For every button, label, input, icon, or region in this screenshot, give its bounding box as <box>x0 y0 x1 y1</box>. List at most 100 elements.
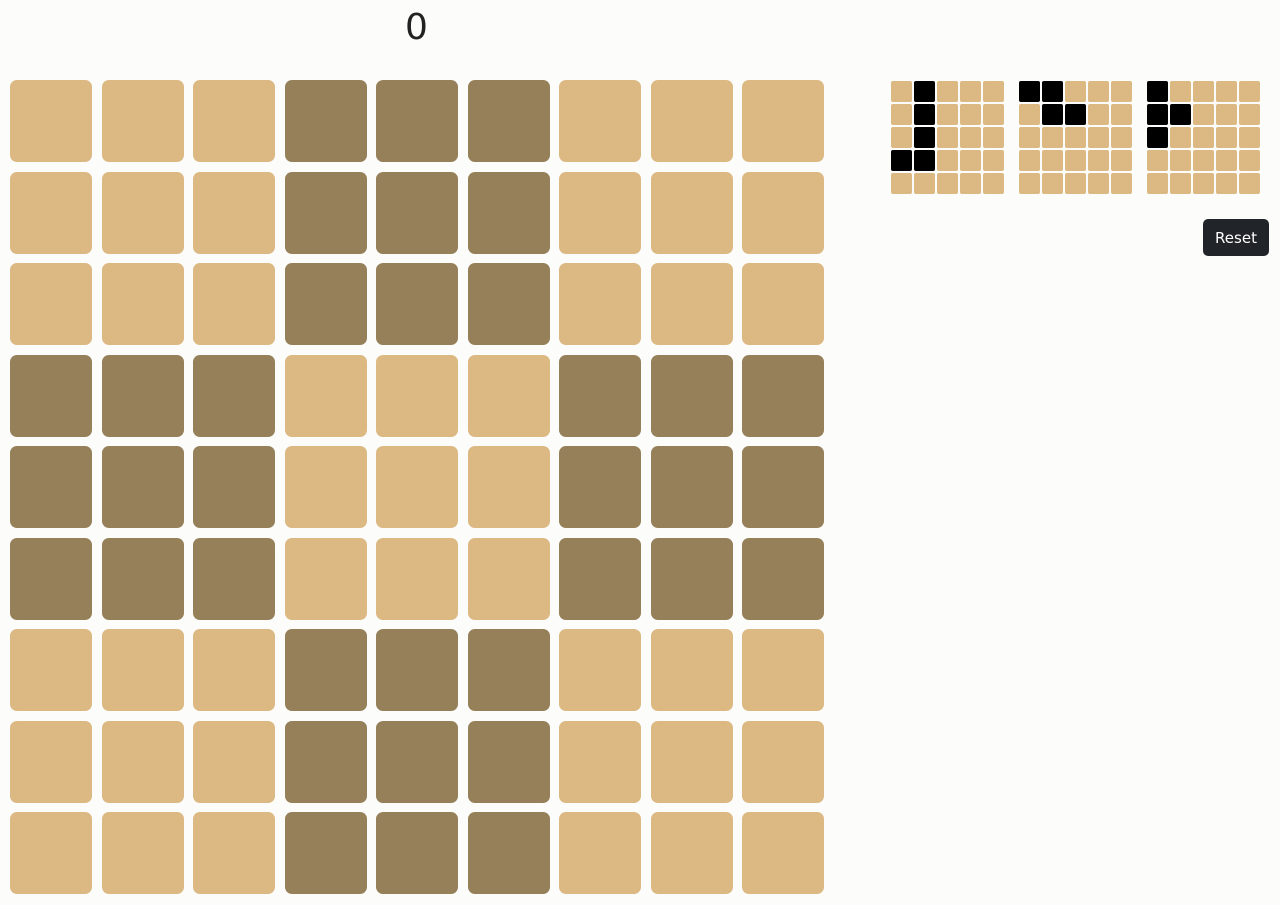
board-cell[interactable] <box>651 721 733 803</box>
board-cell[interactable] <box>559 538 641 620</box>
piece-cell <box>983 127 1004 148</box>
board-cell[interactable] <box>193 80 275 162</box>
game-board[interactable] <box>10 80 824 894</box>
board-cell[interactable] <box>10 721 92 803</box>
board-cell[interactable] <box>285 629 367 711</box>
board-cell[interactable] <box>742 172 824 254</box>
board-cell[interactable] <box>742 263 824 345</box>
piece-cell <box>937 173 958 194</box>
board-cell[interactable] <box>285 812 367 894</box>
board-cell[interactable] <box>285 446 367 528</box>
board-cell[interactable] <box>559 355 641 437</box>
board-cell[interactable] <box>742 355 824 437</box>
board-cell[interactable] <box>559 263 641 345</box>
board-cell[interactable] <box>102 629 184 711</box>
board-cell[interactable] <box>468 446 550 528</box>
board-cell[interactable] <box>102 446 184 528</box>
piece-tray <box>891 81 1263 196</box>
board-cell[interactable] <box>468 629 550 711</box>
board-cell[interactable] <box>376 355 458 437</box>
board-cell[interactable] <box>651 629 733 711</box>
board-cell[interactable] <box>742 629 824 711</box>
board-cell[interactable] <box>559 629 641 711</box>
board-cell[interactable] <box>651 446 733 528</box>
board-cell[interactable] <box>193 721 275 803</box>
board-cell[interactable] <box>193 355 275 437</box>
board-cell[interactable] <box>10 80 92 162</box>
piece-cell <box>1216 127 1237 148</box>
piece-cell <box>1193 150 1214 171</box>
piece-cell <box>960 127 981 148</box>
board-cell[interactable] <box>285 80 367 162</box>
board-cell[interactable] <box>651 538 733 620</box>
board-cell[interactable] <box>468 538 550 620</box>
board-cell[interactable] <box>468 263 550 345</box>
piece-j-shape[interactable] <box>891 81 1006 196</box>
board-cell[interactable] <box>376 263 458 345</box>
board-cell[interactable] <box>559 80 641 162</box>
board-cell[interactable] <box>376 538 458 620</box>
board-cell[interactable] <box>468 812 550 894</box>
board-cell[interactable] <box>376 172 458 254</box>
board-cell[interactable] <box>468 172 550 254</box>
board-cell[interactable] <box>193 538 275 620</box>
piece-cell <box>1193 127 1214 148</box>
board-cell[interactable] <box>468 721 550 803</box>
board-cell[interactable] <box>742 812 824 894</box>
board-cell[interactable] <box>559 446 641 528</box>
board-cell[interactable] <box>102 355 184 437</box>
piece-z-shape[interactable] <box>1019 81 1134 196</box>
board-cell[interactable] <box>742 721 824 803</box>
board-cell[interactable] <box>376 812 458 894</box>
board-cell[interactable] <box>10 812 92 894</box>
piece-t-shape[interactable] <box>1147 81 1262 196</box>
board-cell[interactable] <box>193 446 275 528</box>
board-cell[interactable] <box>742 538 824 620</box>
board-cell[interactable] <box>651 80 733 162</box>
board-cell[interactable] <box>742 80 824 162</box>
board-cell[interactable] <box>376 629 458 711</box>
board-cell[interactable] <box>651 263 733 345</box>
board-cell[interactable] <box>651 355 733 437</box>
board-cell[interactable] <box>285 721 367 803</box>
board-cell[interactable] <box>559 172 641 254</box>
board-cell[interactable] <box>10 263 92 345</box>
piece-cell <box>1019 104 1040 125</box>
board-cell[interactable] <box>559 812 641 894</box>
board-cell[interactable] <box>559 721 641 803</box>
board-cell[interactable] <box>468 355 550 437</box>
board-cell[interactable] <box>468 80 550 162</box>
board-cell[interactable] <box>102 80 184 162</box>
board-cell[interactable] <box>376 721 458 803</box>
board-cell[interactable] <box>376 446 458 528</box>
board-cell[interactable] <box>285 263 367 345</box>
piece-cell <box>1147 104 1168 125</box>
board-cell[interactable] <box>651 172 733 254</box>
board-cell[interactable] <box>193 812 275 894</box>
board-cell[interactable] <box>10 629 92 711</box>
board-cell[interactable] <box>193 629 275 711</box>
board-cell[interactable] <box>376 80 458 162</box>
piece-cell <box>914 104 935 125</box>
board-cell[interactable] <box>102 172 184 254</box>
board-cell[interactable] <box>102 263 184 345</box>
board-cell[interactable] <box>193 263 275 345</box>
board-cell[interactable] <box>742 446 824 528</box>
board-cell[interactable] <box>10 446 92 528</box>
board-cell[interactable] <box>10 355 92 437</box>
board-cell[interactable] <box>102 812 184 894</box>
board-cell[interactable] <box>285 172 367 254</box>
board-cell[interactable] <box>193 172 275 254</box>
board-cell[interactable] <box>651 812 733 894</box>
board-cell[interactable] <box>10 172 92 254</box>
board-cell[interactable] <box>102 538 184 620</box>
board-cell[interactable] <box>102 721 184 803</box>
piece-cell <box>1111 173 1132 194</box>
board-cell[interactable] <box>10 538 92 620</box>
piece-cell <box>914 127 935 148</box>
reset-button[interactable]: Reset <box>1203 219 1269 256</box>
board-cell[interactable] <box>285 538 367 620</box>
board-cell[interactable] <box>285 355 367 437</box>
piece-cell <box>983 150 1004 171</box>
